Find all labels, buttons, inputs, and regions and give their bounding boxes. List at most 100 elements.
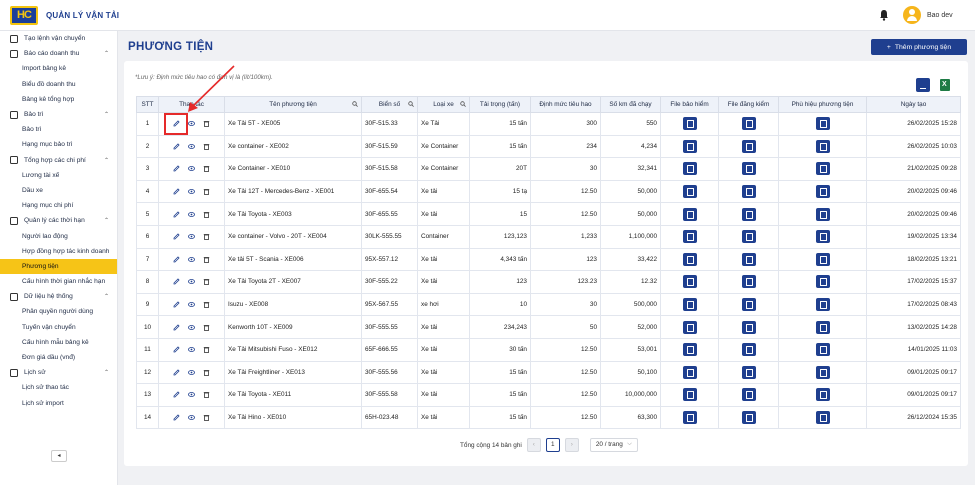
badge-file-button[interactable] bbox=[815, 252, 830, 266]
view-icon[interactable] bbox=[188, 391, 195, 398]
sidebar-collapse-button[interactable]: ◂ bbox=[51, 450, 67, 462]
insurance-file-button[interactable] bbox=[682, 139, 697, 153]
edit-icon[interactable] bbox=[173, 414, 180, 421]
delete-icon[interactable] bbox=[203, 211, 210, 218]
sidebar-item-15[interactable]: Phương tiện bbox=[0, 258, 117, 274]
sidebar-item-23[interactable]: Lịch sử thao tác bbox=[0, 380, 117, 395]
table-row[interactable]: 6 Xe container - Volvo - 20T - XE004 30LK-… bbox=[136, 224, 961, 249]
edit-icon[interactable] bbox=[173, 391, 180, 398]
insurance-file-button[interactable] bbox=[682, 343, 697, 357]
search-icon[interactable] bbox=[460, 101, 466, 107]
insurance-file-button[interactable] bbox=[682, 411, 697, 425]
view-icon[interactable] bbox=[188, 369, 195, 376]
sidebar-group-1[interactable]: Báo cáo doanh thu ⌃ bbox=[0, 46, 117, 61]
sidebar-item-16[interactable]: Cấu hình thời gian nhắc hạn bbox=[0, 274, 117, 289]
insurance-file-button[interactable] bbox=[682, 252, 697, 266]
inspection-file-button[interactable] bbox=[741, 298, 756, 312]
edit-icon[interactable] bbox=[173, 301, 180, 308]
sidebar-item-13[interactable]: Người lao động bbox=[0, 228, 117, 243]
badge-file-button[interactable] bbox=[815, 162, 830, 176]
badge-file-button[interactable] bbox=[815, 230, 830, 244]
insurance-file-button[interactable] bbox=[682, 275, 697, 289]
badge-file-button[interactable] bbox=[815, 185, 830, 199]
edit-icon[interactable] bbox=[173, 188, 180, 195]
badge-file-button[interactable] bbox=[815, 207, 830, 221]
table-row[interactable]: 1 Xe Tải 5T - XE005 30F-515.33 Xe Tải 15 tấn… bbox=[136, 112, 961, 136]
badge-file-button[interactable] bbox=[815, 320, 830, 334]
add-vehicle-button[interactable]: + Thêm phương tiện bbox=[871, 39, 967, 55]
sidebar-group-5[interactable]: Bảo trì ⌃ bbox=[0, 107, 117, 122]
page-size-select[interactable]: 20 / trang bbox=[589, 438, 638, 452]
delete-icon[interactable] bbox=[203, 188, 210, 195]
sidebar-item-21[interactable]: Đơn giá dầu (vnđ) bbox=[0, 350, 117, 365]
edit-icon[interactable] bbox=[173, 233, 180, 240]
delete-icon[interactable] bbox=[203, 278, 210, 286]
delete-icon[interactable] bbox=[203, 256, 210, 263]
sidebar-item-19[interactable]: Tuyến vận chuyển bbox=[0, 320, 117, 335]
table-row[interactable]: 10 Kenworth 10T - XE009 30F-555.55 Xe tải 23… bbox=[136, 315, 961, 339]
table-row[interactable]: 13 Xe Tải Toyota - XE011 30F-555.58 Xe tải 1… bbox=[136, 383, 961, 407]
inspection-file-button[interactable] bbox=[741, 275, 756, 289]
badge-file-button[interactable] bbox=[815, 275, 830, 289]
badge-file-button[interactable] bbox=[815, 388, 830, 402]
sidebar-group-22[interactable]: Lịch sử ⌃ bbox=[0, 365, 117, 380]
table-row[interactable]: 5 Xe Tải Toyota - XE003 30F-655.55 Xe tải 15… bbox=[136, 202, 961, 226]
insurance-file-button[interactable] bbox=[682, 162, 697, 176]
inspection-file-button[interactable] bbox=[741, 230, 756, 244]
inspection-file-button[interactable] bbox=[741, 388, 756, 402]
view-icon[interactable] bbox=[188, 256, 195, 263]
search-icon[interactable] bbox=[408, 101, 414, 107]
table-row[interactable]: 14 Xe Tải Hino - XE010 65H-023.48 Xe tải 15 … bbox=[136, 405, 961, 430]
edit-icon[interactable] bbox=[173, 324, 180, 331]
delete-icon[interactable] bbox=[203, 324, 210, 331]
sidebar-item-20[interactable]: Cấu hình mẫu bảng kê bbox=[0, 335, 117, 350]
badge-file-button[interactable] bbox=[815, 117, 830, 131]
user-avatar[interactable] bbox=[903, 6, 921, 24]
table-row[interactable]: 7 Xe tải 5T - Scania - XE006 95X-557.12 Xe … bbox=[136, 247, 961, 272]
edit-icon[interactable] bbox=[173, 211, 180, 218]
edit-icon[interactable] bbox=[173, 369, 180, 376]
sidebar-group-8[interactable]: Tổng hợp các chi phí ⌃ bbox=[0, 153, 117, 168]
search-icon[interactable] bbox=[352, 101, 358, 107]
download-icon[interactable] bbox=[916, 78, 930, 92]
view-icon[interactable] bbox=[188, 278, 195, 285]
sidebar-item-4[interactable]: Bảng kê tổng hợp bbox=[0, 92, 117, 107]
inspection-file-button[interactable] bbox=[741, 117, 756, 131]
excel-icon[interactable] bbox=[938, 78, 952, 92]
edit-icon[interactable] bbox=[173, 143, 180, 150]
delete-icon[interactable] bbox=[203, 143, 210, 150]
sidebar-item-6[interactable]: Bảo trì bbox=[0, 122, 117, 137]
delete-icon[interactable] bbox=[203, 391, 210, 399]
edit-icon[interactable] bbox=[173, 278, 180, 285]
table-row[interactable]: 8 Xe Tải Toyota 2T - XE007 30F-555.22 Xe tả… bbox=[136, 270, 961, 294]
view-icon[interactable] bbox=[188, 165, 195, 172]
insurance-file-button[interactable] bbox=[682, 365, 697, 379]
inspection-file-button[interactable] bbox=[741, 252, 756, 266]
next-page-button[interactable]: › bbox=[564, 438, 579, 452]
delete-icon[interactable] bbox=[203, 346, 210, 354]
delete-icon[interactable] bbox=[203, 165, 210, 173]
badge-file-button[interactable] bbox=[815, 411, 830, 425]
sidebar-item-18[interactable]: Phân quyền người dùng bbox=[0, 304, 117, 319]
badge-file-button[interactable] bbox=[815, 365, 830, 379]
sidebar-item-3[interactable]: Biểu đồ doanh thu bbox=[0, 77, 117, 92]
inspection-file-button[interactable] bbox=[741, 162, 756, 176]
page-1-button[interactable]: 1 bbox=[545, 438, 560, 452]
insurance-file-button[interactable] bbox=[682, 117, 697, 131]
edit-icon[interactable] bbox=[173, 256, 180, 263]
delete-icon[interactable] bbox=[203, 233, 210, 241]
view-icon[interactable] bbox=[188, 301, 195, 308]
sidebar-item-24[interactable]: Lịch sử import bbox=[0, 396, 117, 411]
inspection-file-button[interactable] bbox=[741, 343, 756, 357]
bell-icon[interactable] bbox=[879, 9, 889, 21]
delete-icon[interactable] bbox=[203, 301, 210, 308]
table-row[interactable]: 2 Xe container - XE002 30F-515.59 Xe Contai… bbox=[136, 134, 961, 159]
inspection-file-button[interactable] bbox=[741, 320, 756, 334]
delete-icon[interactable] bbox=[203, 369, 210, 376]
view-icon[interactable] bbox=[188, 233, 195, 240]
badge-file-button[interactable] bbox=[815, 139, 830, 153]
badge-file-button[interactable] bbox=[815, 343, 830, 357]
edit-icon[interactable] bbox=[173, 165, 180, 172]
inspection-file-button[interactable] bbox=[741, 365, 756, 379]
sidebar-item-9[interactable]: Lương tài xế bbox=[0, 168, 117, 183]
